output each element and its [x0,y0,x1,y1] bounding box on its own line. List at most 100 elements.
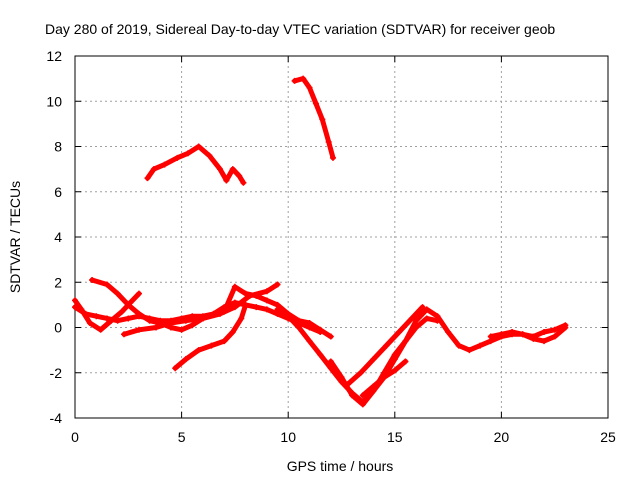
data-point [236,172,243,179]
series-trace [121,282,280,337]
data-point [402,358,409,365]
data-point [327,333,334,340]
x-tick-label: 10 [280,429,296,445]
x-tick-label: 15 [387,429,403,445]
data-point [178,326,185,333]
data-point [89,276,96,283]
data-point [509,329,516,336]
x-tick-label: 20 [494,429,510,445]
series-trace [72,284,334,340]
data-point [121,331,128,338]
data-point [263,297,270,304]
data-point [423,306,430,313]
data-point [78,306,85,313]
data-point [434,317,441,324]
data-point [221,304,228,311]
data-point [466,347,473,354]
data-point [338,374,345,381]
data-point [144,175,151,182]
data-point [317,329,324,336]
data-point [306,338,313,345]
data-point [135,290,142,297]
data-point [530,335,537,342]
series-track-7 [172,301,249,372]
data-point [125,301,132,308]
data-point [189,322,196,329]
data-point [135,326,142,333]
data-point [329,154,336,161]
data-point [274,306,281,313]
series-track-3 [72,283,334,340]
data-point [291,77,298,84]
series-trace [328,315,440,407]
data-point [182,356,189,363]
data-point [108,317,115,324]
data-point [357,369,364,376]
data-point [229,329,236,336]
data-point [206,152,213,159]
chart-title: Day 280 of 2019, Sidereal Day-to-day VTE… [45,21,555,37]
data-point [184,150,191,157]
data-point [221,338,228,345]
data-point [161,161,168,168]
data-point [86,319,93,326]
x-axis-ticks: 0 5 10 15 20 25 [71,56,616,445]
data-point [229,166,236,173]
series-track-2 [291,75,336,161]
data-point [242,290,249,297]
series-trace [172,302,249,371]
data-point [216,166,223,173]
data-point [402,338,409,345]
data-point [93,313,100,320]
data-point [370,356,377,363]
data-point [199,315,206,322]
data-point [182,317,189,324]
data-point [135,310,142,317]
data-point [125,315,132,322]
series-track-10 [344,304,426,388]
data-point [240,179,247,186]
data-point [174,154,181,161]
data-point [423,315,430,322]
data-point [344,381,351,388]
data-point [231,304,238,311]
data-point [285,313,292,320]
data-point [150,166,157,173]
data-point [306,84,313,91]
y-tick-label: -4 [50,410,63,426]
data-series [72,75,569,408]
x-axis-label: GPS time / hours [287,458,394,474]
data-point [477,342,484,349]
data-point [541,329,548,336]
data-point [118,308,125,315]
data-point [246,292,253,299]
data-point [349,392,356,399]
series-track-1 [144,143,247,186]
data-point [541,338,548,345]
grid-lines [75,56,608,418]
x-tick-label: 25 [600,429,616,445]
data-point [195,347,202,354]
y-tick-label: 0 [54,320,62,336]
data-point [359,401,366,408]
data-point [383,342,390,349]
data-point [455,342,462,349]
data-point [396,329,403,336]
y-tick-label: 2 [54,274,62,290]
data-point [319,116,326,123]
series-track-4 [72,290,142,333]
data-point [413,317,420,324]
data-point [242,301,249,308]
data-point [317,351,324,358]
data-point [498,331,505,338]
y-axis-label: SDTVAR / TECUs [7,181,23,293]
data-point [223,177,230,184]
y-tick-label: 4 [54,229,62,245]
data-point [413,324,420,331]
data-point [114,290,121,297]
data-point [146,317,153,324]
series-trace [89,277,323,335]
x-tick-label: 5 [178,429,186,445]
data-point [97,326,104,333]
data-point [519,331,526,338]
